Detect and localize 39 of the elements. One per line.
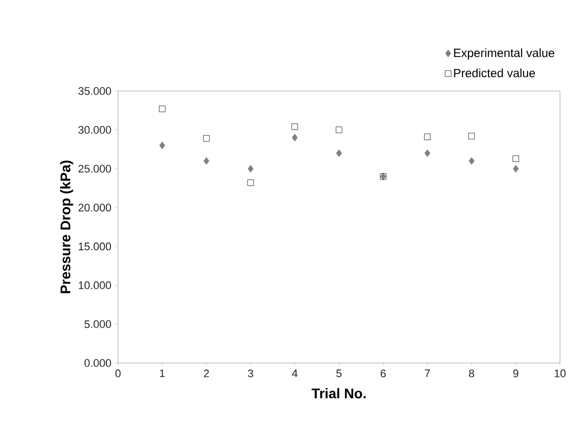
y-tick-label: 35.000 <box>78 87 112 95</box>
x-tick-label: 1 <box>160 370 165 378</box>
x-axis-title: Trial No. <box>312 388 366 398</box>
x-tick-label: 6 <box>380 370 386 378</box>
point <box>159 106 166 112</box>
point <box>159 142 166 150</box>
x-tick-label: 5 <box>336 370 342 378</box>
point <box>336 126 342 134</box>
y-tick-label: 0.000 <box>84 359 112 367</box>
point <box>203 135 210 142</box>
y-tick-label: 10.000 <box>78 281 112 290</box>
point <box>512 155 520 162</box>
x-tick-label: 9 <box>513 370 518 378</box>
point <box>468 157 475 165</box>
y-tick-label: 25.000 <box>78 164 112 173</box>
point <box>336 149 342 157</box>
point <box>204 157 210 165</box>
y-axis-title: Pressure Drop (kPa) <box>60 160 74 294</box>
point <box>468 132 475 140</box>
x-tick-label: 4 <box>292 370 298 378</box>
x-tick-label: 7 <box>424 370 430 378</box>
point <box>292 124 298 130</box>
x-tick-label: 3 <box>248 370 254 378</box>
x-tick-label: 2 <box>204 370 209 378</box>
legend-label: Predicted value <box>454 68 535 78</box>
point <box>292 134 298 142</box>
x-tick-label: 8 <box>469 370 474 378</box>
point <box>424 149 430 157</box>
y-tick-label: 15.000 <box>78 242 112 250</box>
point <box>424 134 431 140</box>
legend-label: Experimental value <box>454 48 554 60</box>
y-tick-label: 5.000 <box>84 320 112 328</box>
x-tick-label: 10 <box>554 370 566 378</box>
y-tick-label: 30.000 <box>78 126 112 134</box>
point <box>247 180 254 186</box>
y-tick-label: 20.000 <box>78 204 112 212</box>
x-tick-label: 0 <box>115 370 121 378</box>
point <box>512 164 519 173</box>
point <box>248 164 254 173</box>
